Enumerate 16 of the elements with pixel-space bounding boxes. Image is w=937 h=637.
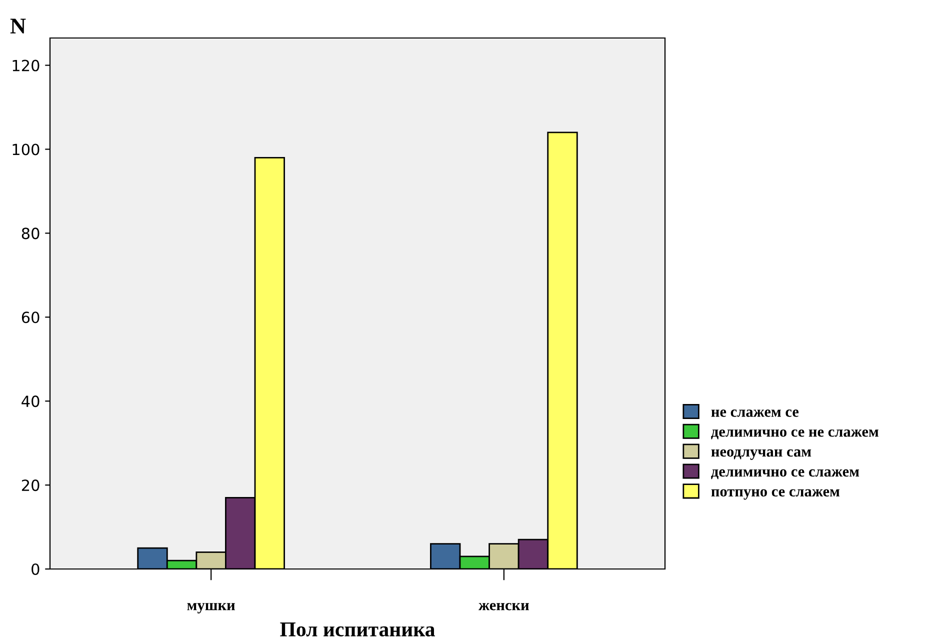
legend-label: делимично се не слажем <box>711 429 878 440</box>
y-tick-label: 40 <box>22 396 40 408</box>
x-tick-label: мушки <box>187 603 235 614</box>
y-axis-title: N <box>10 18 26 34</box>
y-tick-label: 20 <box>22 480 40 492</box>
y-tick-label: 100 <box>12 144 40 156</box>
y-tick-label: 0 <box>32 563 40 576</box>
y-tick-label: 80 <box>22 228 40 240</box>
y-tick-label: 120 <box>12 60 40 72</box>
legend-label: делимично се слажем <box>711 469 860 480</box>
x-tick-label: женски <box>478 602 529 610</box>
y-tick-label: 60 <box>22 312 40 324</box>
legend-label: не слажем се <box>711 410 799 417</box>
legend-label: потпуно се слажем <box>711 489 840 500</box>
x-axis-title: Пол испитаника <box>280 622 435 636</box>
legend-label: неодлучан сам <box>711 449 812 460</box>
